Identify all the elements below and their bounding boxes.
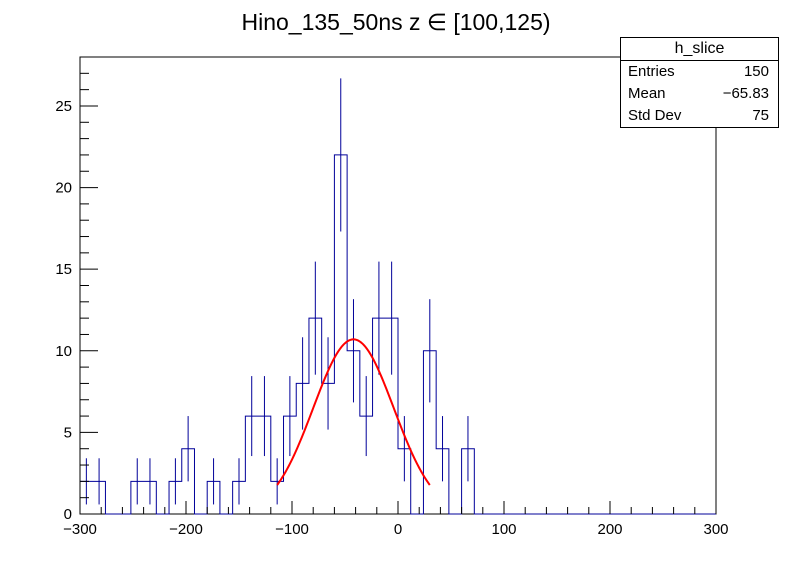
y-tick-label: 5	[64, 424, 72, 441]
stats-row-entries: Entries 150	[621, 61, 778, 83]
x-tick-label: −200	[169, 521, 203, 538]
histogram-outline	[80, 154, 716, 515]
stats-mean-value: −65.83	[722, 85, 769, 102]
y-tick-label: 10	[55, 343, 72, 360]
x-tick-label: 0	[394, 521, 402, 538]
stats-stddev-label: Std Dev	[628, 107, 682, 124]
stats-row-mean: Mean −65.83	[621, 83, 778, 105]
y-tick-label: 15	[55, 261, 72, 278]
axes: −300 −200 −100 0 100 200 300 0 5 10 15 20 25	[55, 56, 729, 538]
x-tick-label: −100	[275, 521, 309, 538]
histogram-bins	[80, 78, 716, 515]
y-tick-label: 0	[64, 506, 72, 523]
stats-entries-value: 150	[743, 63, 769, 80]
stats-box: h_slice Entries 150 Mean −65.83 Std Dev …	[620, 37, 779, 128]
stats-entries-label: Entries	[628, 63, 675, 80]
stats-row-stddev: Std Dev 75	[621, 105, 778, 127]
stats-stddev-value: 75	[752, 107, 769, 124]
stats-title: h_slice	[621, 38, 778, 61]
y-tick-label: 20	[55, 180, 72, 197]
x-tick-label: −300	[63, 521, 97, 538]
x-tick-label: 100	[491, 521, 516, 538]
y-tick-label: 25	[55, 98, 72, 115]
stats-mean-label: Mean	[628, 85, 666, 102]
x-tick-label: 300	[703, 521, 728, 538]
chart-title: Hino_135_50ns z ∈ [100,125)	[241, 9, 550, 35]
x-tick-label: 200	[597, 521, 622, 538]
gaussian-fit-curve	[276, 338, 431, 486]
